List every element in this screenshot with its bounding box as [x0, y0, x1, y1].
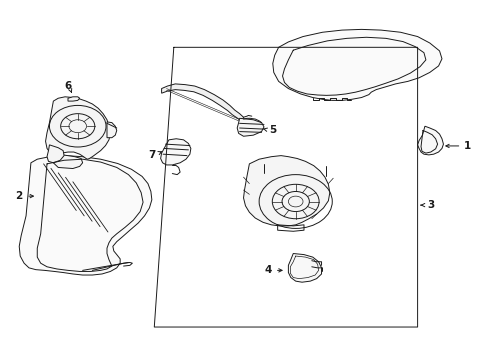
Polygon shape	[417, 126, 443, 155]
Polygon shape	[47, 145, 64, 163]
Polygon shape	[160, 139, 190, 165]
Text: 3: 3	[427, 200, 433, 210]
Polygon shape	[237, 118, 264, 136]
Polygon shape	[107, 122, 117, 138]
Polygon shape	[45, 97, 110, 159]
Polygon shape	[272, 30, 441, 100]
Text: 5: 5	[268, 125, 276, 135]
Polygon shape	[53, 154, 82, 168]
Polygon shape	[19, 156, 152, 275]
Text: 6: 6	[64, 81, 71, 91]
Polygon shape	[161, 84, 243, 122]
Text: 2: 2	[16, 191, 23, 201]
Text: 1: 1	[463, 141, 470, 151]
Polygon shape	[68, 97, 80, 101]
Text: 4: 4	[264, 265, 271, 275]
Polygon shape	[243, 156, 329, 226]
Polygon shape	[288, 253, 321, 282]
Text: 7: 7	[148, 150, 155, 160]
